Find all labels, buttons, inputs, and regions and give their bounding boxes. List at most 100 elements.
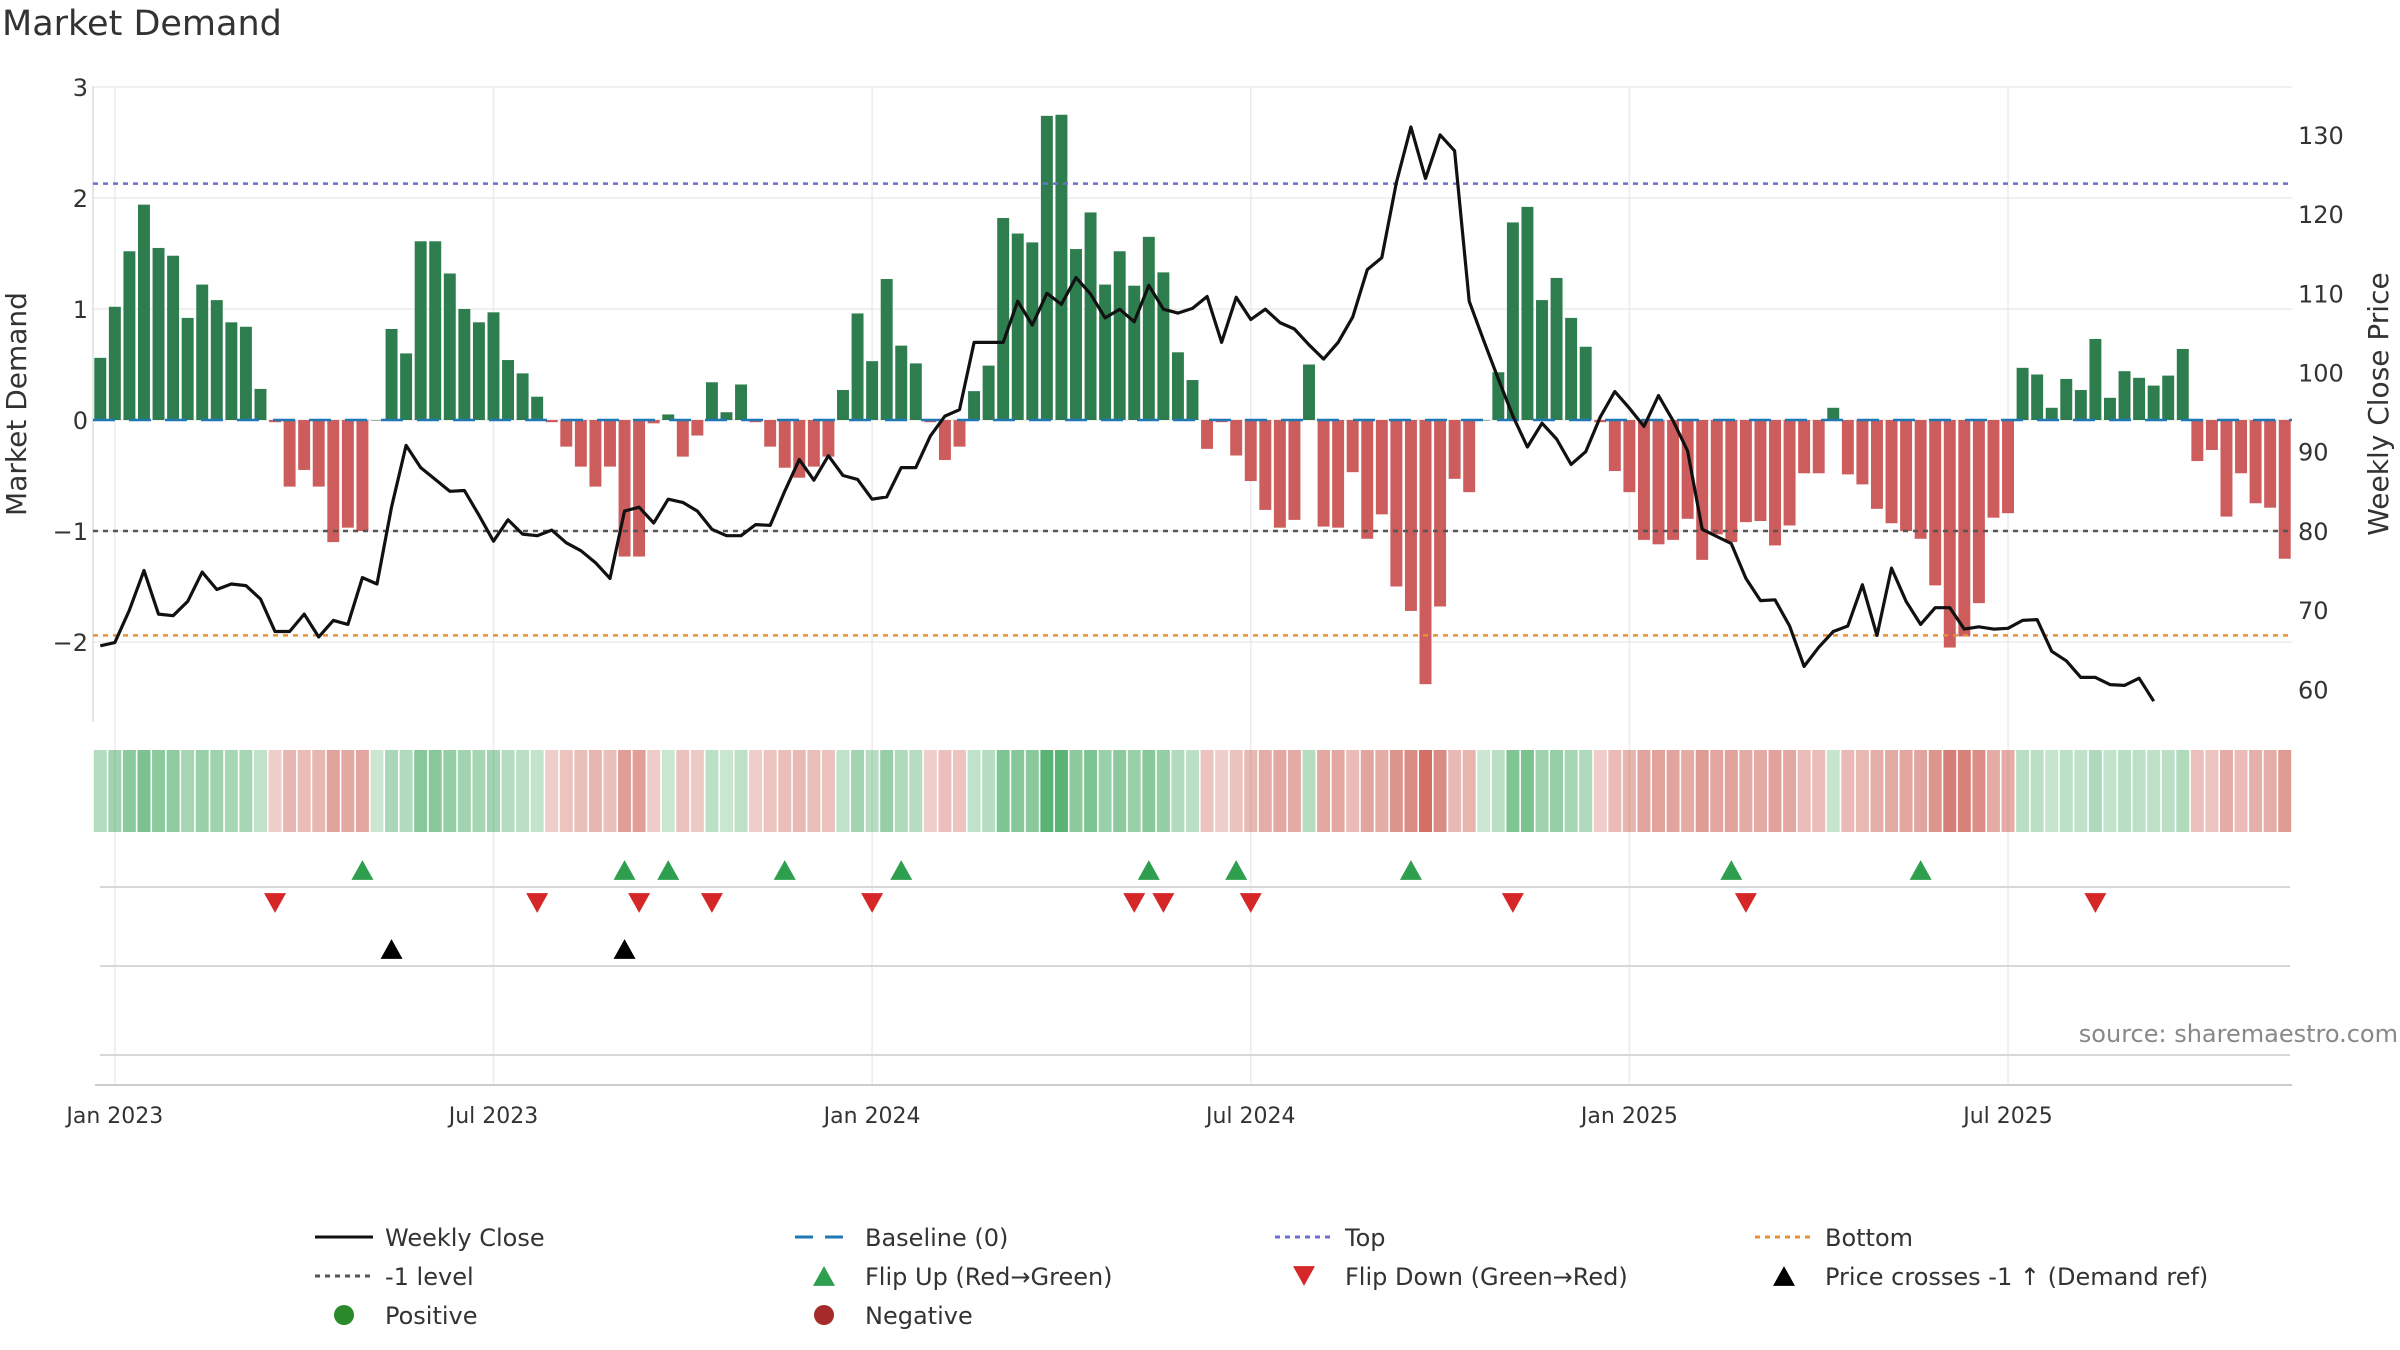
demand-bar	[662, 414, 675, 420]
heat-strip-cell	[2249, 750, 2263, 832]
demand-bar	[2278, 420, 2291, 559]
demand-bar	[181, 317, 194, 420]
y2-tick-label: 120	[2298, 201, 2344, 229]
heat-strip-cell	[268, 750, 282, 832]
y-tick-label: 1	[73, 296, 88, 324]
demand-bar	[1201, 420, 1214, 449]
heat-strip-cell	[1593, 750, 1607, 832]
demand-bar	[1361, 420, 1374, 539]
y2-tick-label: 110	[2298, 280, 2344, 308]
heat-strip-cell	[545, 750, 559, 832]
demand-bar	[1608, 420, 1621, 472]
heat-strip-cell	[1753, 750, 1767, 832]
heat-strip-cell	[181, 750, 195, 832]
legend-label: Price crosses -1 ↑ (Demand ref)	[1825, 1263, 2208, 1291]
demand-bar	[2147, 385, 2160, 420]
demand-bar	[982, 365, 995, 420]
heat-strip-cell	[1011, 750, 1025, 832]
y2-tick-label: 100	[2298, 360, 2344, 388]
heat-strip-cell	[2219, 750, 2233, 832]
demand-bar	[196, 284, 209, 420]
legend-label: -1 level	[385, 1263, 474, 1291]
demand-bar	[633, 420, 646, 557]
demand-bar	[385, 328, 398, 420]
heat-strip-cell	[1069, 750, 1083, 832]
demand-bar	[1288, 420, 1301, 520]
y2-tick-label: 70	[2298, 597, 2329, 625]
heat-strip-cell	[501, 750, 515, 832]
heat-strip-cell	[1419, 750, 1432, 832]
demand-bar	[312, 420, 325, 487]
heat-strip-cell	[1855, 750, 1869, 832]
heat-strip-cell	[516, 750, 530, 832]
heat-strip-cell	[1724, 750, 1738, 832]
demand-bar	[764, 420, 777, 447]
demand-bar	[2118, 371, 2131, 420]
heat-strip-cell	[1142, 750, 1156, 832]
heat-strip-cell	[2118, 750, 2132, 832]
demand-bar	[1739, 420, 1752, 523]
heat-strip-cell	[1346, 750, 1360, 832]
demand-bar	[1492, 372, 1505, 420]
heat-strip-cell	[2147, 750, 2161, 832]
demand-bar	[997, 217, 1010, 420]
chart-title: Market Demand	[2, 4, 282, 44]
legend-label: Flip Down (Green→Red)	[1345, 1263, 1628, 1291]
demand-bar	[1783, 420, 1796, 526]
heat-strip-cell	[1215, 750, 1229, 832]
heat-strip-cell	[1783, 750, 1797, 832]
demand-bar	[1171, 352, 1184, 420]
heat-strip-cell	[1491, 750, 1505, 832]
demand-bar	[239, 326, 252, 420]
heat-strip-cell	[661, 750, 675, 832]
demand-bar	[502, 360, 515, 420]
demand-bar	[720, 412, 733, 420]
x-tick-label: Jan 2025	[1579, 1104, 1678, 1129]
heat-strip-cell	[1812, 750, 1826, 832]
heat-strip-cell	[851, 750, 865, 832]
y2-axis-title: Weekly Close Price	[2362, 272, 2395, 535]
demand-bar	[137, 204, 150, 420]
heat-strip-cell	[1885, 750, 1899, 832]
heat-strip-cell	[1957, 750, 1971, 832]
heat-strip-cell	[472, 750, 486, 832]
heat-strip-cell	[982, 750, 996, 832]
demand-bar	[807, 420, 820, 467]
demand-bar	[1070, 249, 1082, 420]
demand-bar	[2031, 374, 2044, 420]
flip-up-marker	[351, 860, 374, 880]
heat-strip-cell	[1520, 750, 1534, 832]
heat-strip-cell	[530, 750, 544, 832]
heat-strip-cell	[195, 750, 209, 832]
demand-bar	[1448, 420, 1461, 479]
heat-strip-cell	[1317, 750, 1331, 832]
demand-bar	[735, 384, 748, 420]
heat-strip-cell	[1127, 750, 1141, 832]
demand-bar	[793, 420, 806, 478]
demand-bar	[1798, 420, 1811, 474]
flip-up-marker	[1399, 860, 1422, 880]
heat-strip-cell	[1054, 750, 1068, 832]
legend-swatch	[813, 1266, 835, 1286]
heat-strip-cell	[2103, 750, 2117, 832]
heat-strip-cell	[2161, 750, 2175, 832]
y2-tick-label: 130	[2298, 122, 2344, 150]
heat-strip-cell	[807, 750, 821, 832]
heat-strip-cell	[2190, 750, 2204, 832]
heat-strip-cell	[1739, 750, 1753, 832]
heat-strip-cell	[1156, 750, 1170, 832]
demand-bar	[210, 300, 223, 420]
demand-bar	[1230, 420, 1243, 456]
demand-bar	[472, 322, 485, 420]
heat-strip-cell	[385, 750, 399, 832]
demand-bar	[356, 420, 369, 531]
demand-bar	[705, 382, 718, 420]
demand-bar	[1623, 420, 1636, 493]
demand-bar	[1958, 420, 1971, 637]
heat-strip-cell	[909, 750, 923, 832]
heat-strip-cell	[1098, 750, 1112, 832]
y-tick-label: 2	[73, 185, 88, 213]
demand-bar	[1725, 420, 1738, 543]
demand-bar	[429, 241, 442, 420]
demand-bar	[2264, 420, 2277, 508]
